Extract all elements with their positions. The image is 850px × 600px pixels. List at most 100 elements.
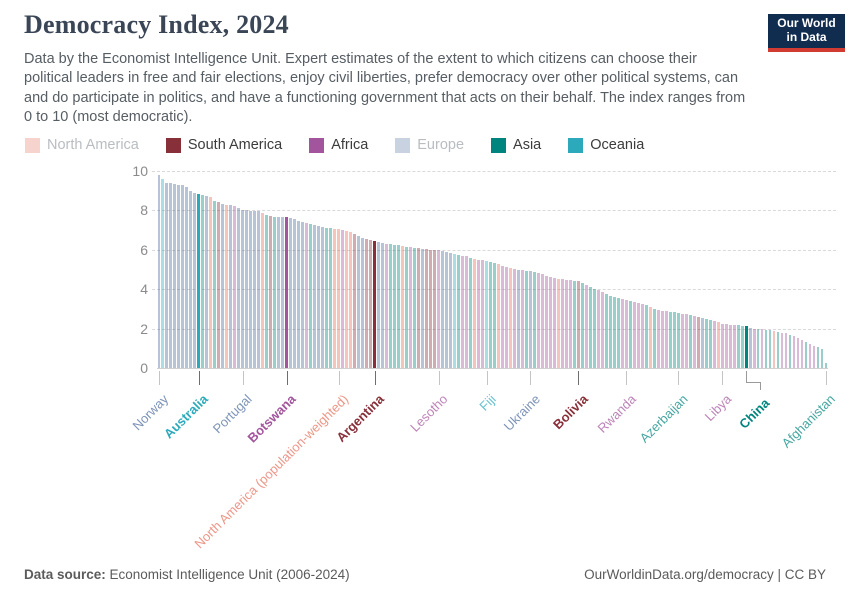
bar-united-arab-emirates[interactable] — [704, 318, 708, 368]
bar-czechia[interactable] — [253, 210, 257, 368]
bar-india[interactable] — [309, 224, 313, 368]
bar-tunisia[interactable] — [536, 273, 540, 368]
bar-norway[interactable] — [157, 174, 161, 368]
bar-united-kingdom[interactable] — [221, 203, 225, 368]
bar-turkey[interactable] — [580, 282, 584, 368]
bar-spain[interactable] — [245, 210, 249, 368]
bar-bulgaria[interactable] — [357, 236, 361, 368]
bar-tanzania[interactable] — [481, 260, 484, 368]
bar-north-korea[interactable] — [816, 346, 820, 368]
bar-nicaragua[interactable] — [772, 330, 776, 368]
bar-brazil[interactable] — [353, 234, 357, 368]
bar-honduras[interactable] — [496, 264, 500, 368]
bar-zambia[interactable] — [465, 256, 468, 368]
bar-slovakia[interactable] — [317, 226, 321, 368]
bar-myanmar[interactable] — [820, 349, 824, 368]
bar-ukraine[interactable] — [528, 271, 532, 368]
bar-taiwan[interactable] — [201, 195, 205, 368]
bar-qatar[interactable] — [628, 301, 632, 368]
bar-egypt[interactable] — [636, 302, 640, 368]
bar-burundi[interactable] — [760, 329, 764, 368]
bar-ghana[interactable] — [385, 243, 389, 368]
bar-israel[interactable] — [273, 216, 277, 368]
bar-comoros[interactable] — [632, 302, 636, 368]
bar-new-zealand[interactable] — [161, 178, 165, 368]
bar-denmark[interactable] — [181, 185, 185, 368]
bar-kazakhstan[interactable] — [672, 312, 676, 368]
bar-uganda[interactable] — [544, 275, 548, 368]
bar-djibouti[interactable] — [732, 325, 736, 368]
bar-tajikistan[interactable] — [740, 325, 744, 368]
bar-iran[interactable] — [768, 330, 772, 368]
bar-papua-new-guinea[interactable] — [453, 253, 456, 368]
owid-logo[interactable]: Our World in Data — [768, 14, 845, 52]
bar-canada[interactable] — [209, 196, 213, 368]
bar-trinidad-and-tobago[interactable] — [333, 228, 337, 368]
bar-timor-leste[interactable] — [329, 228, 333, 368]
bar-romania[interactable] — [361, 237, 365, 368]
bar-guinea-bissau[interactable] — [812, 345, 816, 368]
bar-vietnam[interactable] — [688, 315, 692, 368]
bar-cyprus[interactable] — [301, 221, 305, 368]
bar-botswana[interactable] — [285, 217, 289, 368]
bar-burkina-faso[interactable] — [712, 320, 716, 368]
bar-paraguay[interactable] — [429, 249, 432, 368]
bar-yemen[interactable] — [804, 341, 808, 368]
bar-jordan[interactable] — [612, 297, 616, 368]
bar-central-african-republic[interactable] — [792, 336, 796, 368]
bar-fiji[interactable] — [485, 261, 488, 368]
bar-finland[interactable] — [177, 184, 181, 368]
bar-panama[interactable] — [345, 231, 349, 368]
bar-dominican-republic[interactable] — [401, 246, 405, 368]
bar-croatia[interactable] — [321, 227, 325, 368]
bar-china[interactable] — [744, 326, 748, 368]
bar-bahrain[interactable] — [708, 319, 712, 368]
bar-lesotho[interactable] — [437, 250, 440, 368]
bar-mauritania[interactable] — [560, 279, 564, 368]
bar-mexico[interactable] — [473, 258, 476, 368]
bar-guinea[interactable] — [692, 316, 696, 368]
license-link[interactable]: CC BY — [784, 567, 826, 582]
bar-colombia[interactable] — [369, 239, 373, 368]
bar-georgia[interactable] — [493, 263, 496, 368]
bar-philippines[interactable] — [389, 244, 393, 368]
legend-item-africa[interactable]: Africa — [309, 137, 368, 153]
bar-slovenia[interactable] — [277, 217, 281, 368]
bar-indonesia[interactable] — [393, 244, 397, 368]
bar-mongolia[interactable] — [397, 245, 401, 368]
bar-cuba[interactable] — [716, 322, 720, 368]
bar-senegal[interactable] — [477, 259, 480, 368]
bar-peru[interactable] — [425, 249, 428, 368]
bar-venezuela[interactable] — [696, 317, 700, 368]
bar-kuwait[interactable] — [616, 298, 620, 368]
bar-austria[interactable] — [229, 204, 233, 368]
bar-haiti[interactable] — [648, 306, 652, 368]
bar-mali[interactable] — [724, 324, 728, 368]
bar-netherlands[interactable] — [189, 190, 193, 368]
bar-eswatini[interactable] — [684, 314, 688, 368]
bar-gabon[interactable] — [660, 310, 664, 368]
bar-hungary[interactable] — [377, 241, 381, 368]
bar-north-macedonia[interactable] — [441, 250, 444, 368]
bar-lithuania[interactable] — [289, 218, 293, 368]
bar-italy[interactable] — [281, 217, 285, 368]
bar-bhutan[interactable] — [532, 272, 536, 368]
bar-australia[interactable] — [197, 193, 201, 368]
bar-kyrgyzstan[interactable] — [572, 280, 576, 368]
bar-france[interactable] — [249, 210, 253, 368]
bar-pakistan[interactable] — [588, 287, 592, 368]
owid-url-link[interactable]: OurWorldinData.org/democracy — [584, 567, 774, 582]
bar-ethiopia[interactable] — [620, 299, 624, 368]
bar-montenegro[interactable] — [449, 252, 452, 368]
bar-laos[interactable] — [756, 328, 760, 368]
bar-palestine[interactable] — [652, 308, 656, 368]
bar-serbia[interactable] — [381, 242, 385, 368]
bar-japan[interactable] — [213, 200, 217, 368]
bar-singapore[interactable] — [457, 254, 460, 368]
bar-latvia[interactable] — [293, 219, 297, 368]
bar-ireland[interactable] — [185, 186, 189, 368]
bar-morocco[interactable] — [568, 280, 572, 368]
bar-libya[interactable] — [720, 323, 724, 368]
bar-congo[interactable] — [656, 309, 660, 368]
bar-germany[interactable] — [205, 196, 209, 368]
